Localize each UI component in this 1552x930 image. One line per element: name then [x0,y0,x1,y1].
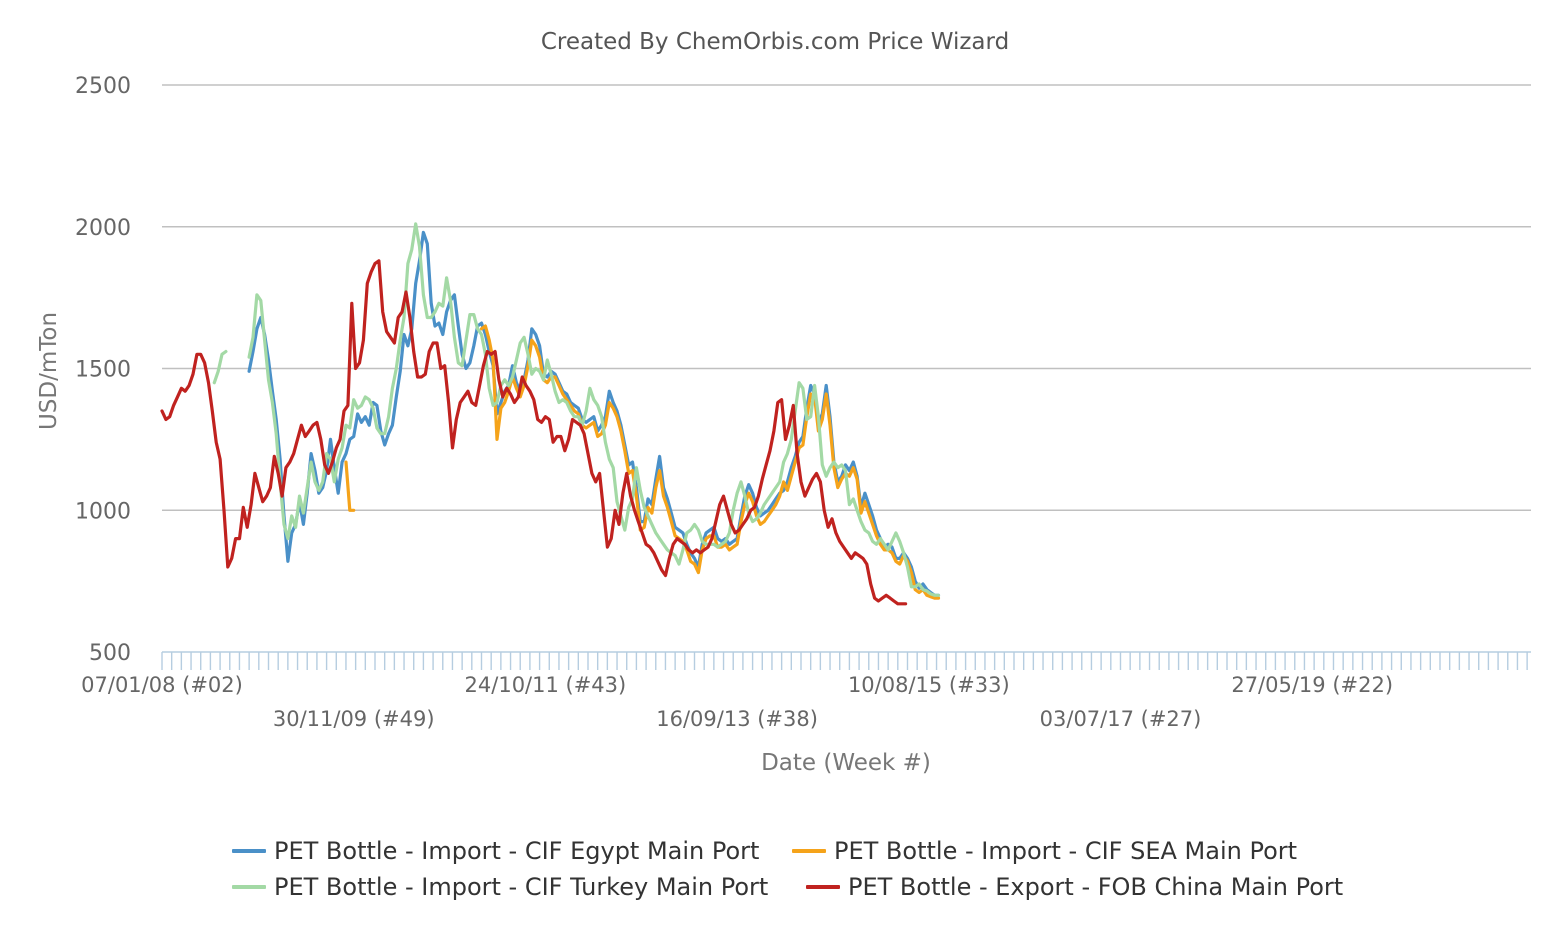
y-tick-label: 1500 [75,358,131,383]
legend-swatch-sea [792,849,826,853]
legend-label-sea: PET Bottle - Import - CIF SEA Main Port [834,837,1298,865]
legend-item-china[interactable]: PET Bottle - Export - FOB China Main Por… [806,873,1343,901]
y-axis-ticks: 500 1000 1500 2000 2500 [75,74,131,666]
series-line-3 [160,259,908,606]
x-tick-label: 03/07/17 (#27) [1040,707,1202,731]
legend-swatch-turkey [232,885,266,889]
series-line-2 [212,222,941,597]
chart-title: Created By ChemOrbis.com Price Wizard [541,29,1009,55]
legend-item-sea[interactable]: PET Bottle - Import - CIF SEA Main Port [792,837,1297,865]
legend-label-china: PET Bottle - Export - FOB China Main Por… [848,873,1344,901]
x-axis-label: Date (Week #) [761,750,931,776]
y-tick-label: 2500 [75,74,131,99]
x-tick-label: 07/01/08 (#02) [81,673,243,697]
x-tick-label: 16/09/13 (#38) [656,707,818,731]
x-tick-label: 24/10/11 (#43) [465,673,627,697]
y-tick-label: 1000 [75,499,131,524]
legend-item-egypt[interactable]: PET Bottle - Import - CIF Egypt Main Por… [232,837,759,865]
legend-item-turkey[interactable]: PET Bottle - Import - CIF Turkey Main Po… [232,873,768,901]
y-axis-label: USD/mTon [36,312,62,430]
legend-label-turkey: PET Bottle - Import - CIF Turkey Main Po… [274,873,769,901]
series-line-1 [344,324,941,600]
gridlines [162,84,1531,512]
legend-swatch-china [806,885,840,889]
y-tick-label: 2000 [75,216,131,241]
x-tick-label: 27/05/19 (#22) [1231,673,1393,697]
legend-label-egypt: PET Bottle - Import - CIF Egypt Main Por… [274,837,760,865]
series-lines [160,222,941,606]
y-tick-label: 500 [89,641,131,666]
x-axis-minor-ticks [161,651,1531,670]
legend-swatch-egypt [232,849,266,853]
x-tick-label: 30/11/09 (#49) [273,707,435,731]
x-axis-tick-labels: 07/01/08 (#02) 30/11/09 (#49) 24/10/11 (#4… [81,673,1393,731]
x-tick-label: 10/08/15 (#33) [848,673,1010,697]
